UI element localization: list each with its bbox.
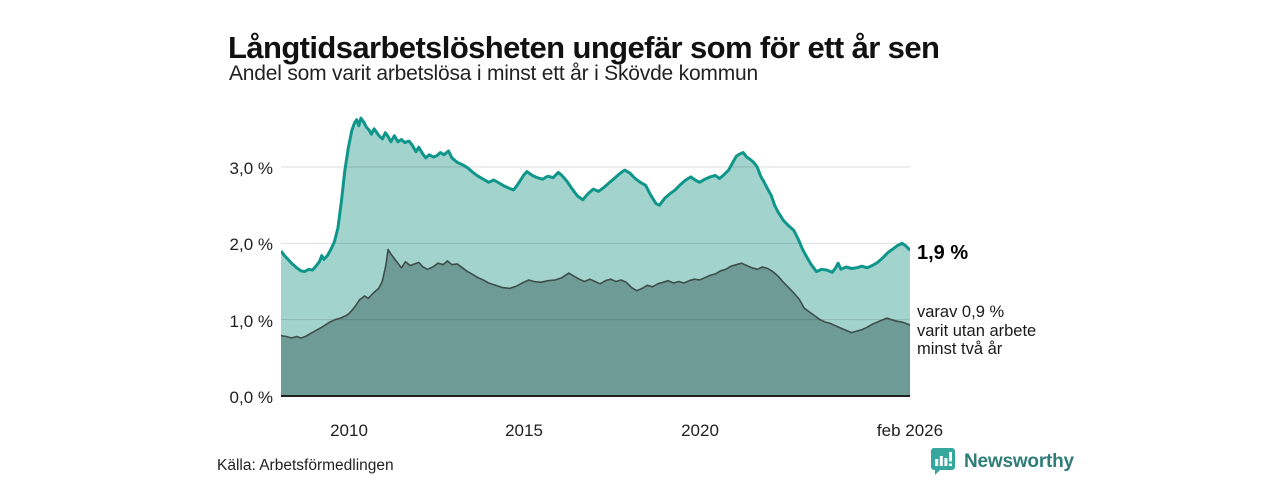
brand-logo[interactable]: Newsworthy <box>930 447 1074 476</box>
area-fill-series-1 <box>281 249 910 396</box>
x-tick-label: 2010 <box>330 421 368 440</box>
y-tick-label: 2,0 % <box>229 235 273 254</box>
source-note: Källa: Arbetsförmedlingen <box>217 457 394 474</box>
x-tick-label: 2015 <box>505 421 543 440</box>
subset-annotation: varav 0,9 % varit utan arbete minst två … <box>917 303 1036 359</box>
brand-name: Newsworthy <box>964 450 1074 472</box>
area-outline-series-1 <box>281 248 910 339</box>
chart-title: Långtidsarbetslösheten ungefär som för e… <box>228 29 940 65</box>
y-tick-label: 0,0 % <box>229 388 273 407</box>
area-chart-svg <box>281 116 910 397</box>
x-tick-label: 2020 <box>681 421 719 440</box>
x-tick-label: feb 2026 <box>876 421 944 440</box>
chart-subtitle: Andel som varit arbetslösa i minst ett å… <box>229 62 758 85</box>
plot-area <box>281 106 910 400</box>
subset-annotation-line: varit utan arbete <box>917 321 1037 340</box>
subset-annotation-line: minst två år <box>917 340 1003 359</box>
y-tick-label: 3,0 % <box>229 159 273 178</box>
subset-annotation-line: varav 0,9 % <box>917 303 1005 321</box>
newsworthy-icon <box>931 448 955 475</box>
end-value-label: 1,9 % <box>917 242 969 264</box>
y-tick-label: 1,0 % <box>229 312 273 331</box>
area-outline-series-0 <box>281 116 910 274</box>
